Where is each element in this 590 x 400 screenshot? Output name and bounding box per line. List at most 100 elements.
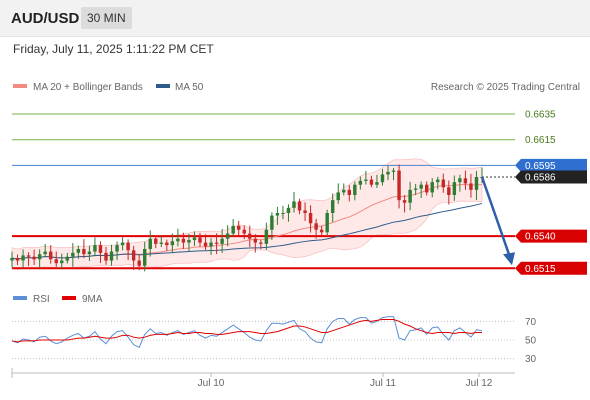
candle-body [187,240,191,243]
candle-body [32,256,36,260]
x-tick-label: Jul 11 [370,378,396,389]
candle-body [286,207,291,213]
candle-body [292,201,296,208]
candle-body [65,256,70,261]
candle-body [198,237,202,243]
candle-body [131,250,136,261]
level-tag-0.6515 [515,261,587,275]
candle-body [336,192,340,201]
candle-body [325,213,329,233]
level-tag-0.6540 [515,229,587,243]
candle-body [447,187,451,195]
candle-body [176,238,180,242]
candle-body [364,179,368,181]
ma9-legend-swatch [62,296,76,300]
candle-body [209,242,213,247]
candle-body [413,188,418,190]
level-label-0.6595: 0.6595 [525,161,556,172]
rsi-legend-label: RSI [33,294,50,305]
candle-body [424,184,429,193]
candle-body [397,170,401,201]
candle-body [15,258,20,261]
x-tick-label: Jul 10 [198,378,225,389]
candle-body [10,258,14,261]
timeframe-button[interactable]: 30 MIN [81,7,132,29]
candle-body [330,200,335,213]
candle-body [441,179,446,188]
candle-body [380,174,385,183]
candle-body [314,223,318,230]
candle-body [231,225,235,234]
ma50-line [11,202,483,260]
candle-body [148,238,152,249]
ma9-legend-label: 9MA [82,294,103,305]
candle-body [26,255,31,257]
candle-body [137,260,141,266]
candle-body [474,177,479,190]
level-label-0.6635: 0.6635 [525,110,556,121]
candle-body [37,254,42,260]
candle-body [342,189,346,193]
candle-body [71,252,75,257]
candle-body [430,182,434,193]
candle-body [154,238,158,244]
candle-body [120,242,125,246]
rsi-tick-label-70: 70 [525,317,537,328]
candle-body [159,242,164,244]
candle-body [142,249,147,266]
candle-body [109,251,114,261]
candle-body [115,245,119,252]
level-label-0.6586: 0.6586 [525,173,556,184]
candle-body [248,233,252,239]
ma50-legend-swatch [156,84,170,88]
chart-datetime: Friday, July 11, 2025 1:11:22 PM CET [13,42,214,56]
candle-body [281,213,285,214]
candle-body [402,200,407,203]
instrument-title: AUD/USD [11,10,80,27]
candle-body [452,182,457,195]
candle-body [386,171,390,175]
candle-body [225,233,230,239]
forecast-arrow-head [503,252,515,266]
candle-body [60,260,64,264]
candle-body [275,213,280,216]
candle-body [303,210,307,213]
candle-body [419,184,423,189]
level-tag-0.6595 [515,158,587,172]
candle-body [391,170,396,172]
ma20-legend-label: MA 20 + Bollinger Bands [33,82,143,93]
candle-body [93,245,97,252]
candle-body [165,242,169,246]
x-tick-label: Jul 12 [466,378,493,389]
ma20-legend-swatch [13,84,27,88]
candle-body [87,251,92,255]
candle-body [236,225,241,230]
candle-body [369,179,374,185]
level-label-0.6540: 0.6540 [525,232,556,243]
candle-body [353,184,357,195]
candle-body [319,229,324,233]
candle-body [98,245,103,253]
rsi-legend-swatch [13,296,27,300]
rsi-ma-line [11,318,482,343]
candle-body [82,249,86,255]
candle-body [192,237,197,240]
candle-body [259,242,263,244]
candle-body [214,242,219,244]
candle-body [297,201,302,211]
level-label-0.6515: 0.6515 [525,264,556,275]
candle-body [54,259,58,264]
rsi-tick-label-30: 30 [525,354,537,365]
candle-body [126,242,130,251]
credit-text: Research © 2025 Trading Central [431,82,580,93]
candle-body [358,180,363,185]
candle-body [408,189,412,203]
candle-body [170,241,175,246]
candle-body [375,182,379,185]
candle-body [253,238,258,243]
rsi-tick-label-50: 50 [525,336,537,347]
candle-body [463,178,468,184]
candle-body [203,242,208,247]
header-bar: AUD/USD 30 MIN [0,0,590,37]
